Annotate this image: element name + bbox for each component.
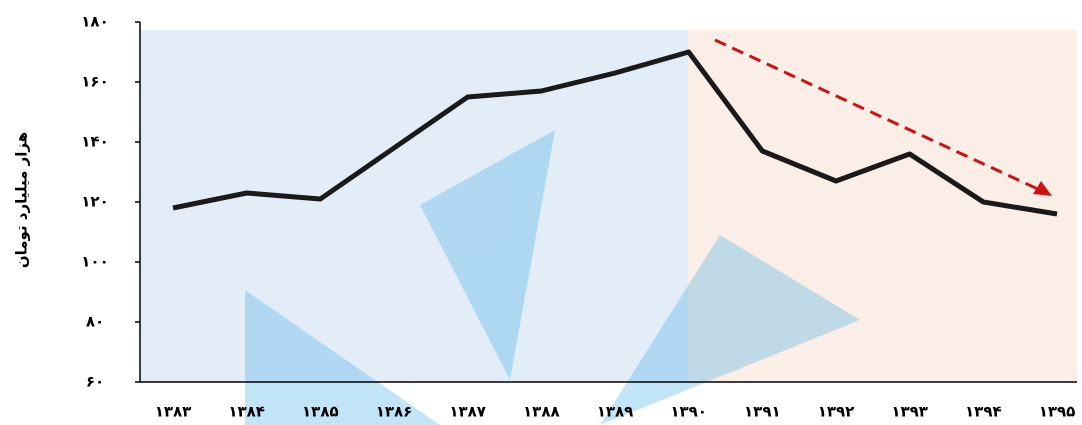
x-tick-label: ۱۳۸۸ bbox=[523, 403, 560, 421]
y-tick-label: ۶۰ bbox=[86, 373, 104, 391]
x-tick-label: ۱۳۹۱ bbox=[744, 403, 781, 421]
background-region-left bbox=[140, 30, 688, 382]
trend-arrow-head bbox=[1033, 181, 1052, 196]
x-tick-label: ۱۳۹۵ bbox=[1039, 403, 1076, 421]
data-line bbox=[172, 49, 1058, 217]
x-tick-label: ۱۳۸۶ bbox=[376, 403, 413, 421]
x-tick-label: ۱۳۸۵ bbox=[302, 403, 339, 421]
trend-arrow bbox=[714, 38, 1041, 192]
x-tick-label: ۱۳۸۳ bbox=[155, 403, 192, 421]
y-tick-label: ۱۸۰ bbox=[81, 13, 108, 31]
x-tick-label: ۱۳۸۴ bbox=[228, 403, 265, 421]
y-tick-label: ۱۰۰ bbox=[81, 253, 108, 271]
x-tick-label: ۱۳۸۹ bbox=[597, 403, 634, 421]
y-axis-label: هزار میلیارد تومان bbox=[13, 132, 31, 268]
y-tick-label: ۱۴۰ bbox=[81, 133, 108, 151]
x-tick-label: ۱۳۸۷ bbox=[449, 403, 486, 421]
watermark bbox=[245, 130, 860, 425]
x-tick-label: ۱۳۹۲ bbox=[818, 403, 855, 421]
x-tick-label: ۱۳۹۳ bbox=[891, 403, 928, 421]
x-tick-label: ۱۳۹۰ bbox=[670, 403, 707, 421]
x-tick-label: ۱۳۹۴ bbox=[965, 403, 1002, 421]
y-tick-label: ۱۲۰ bbox=[81, 193, 108, 211]
y-tick-label: ۸۰ bbox=[86, 313, 104, 331]
y-tick-label: ۱۶۰ bbox=[81, 73, 108, 91]
